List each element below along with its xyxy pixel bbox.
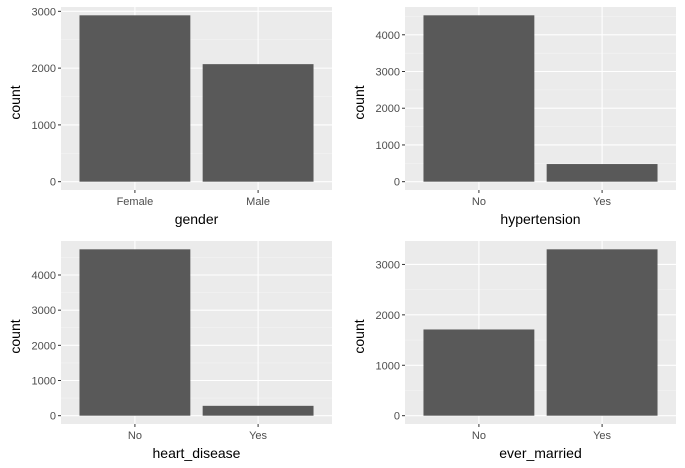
y-tick-label: 4000 [32, 270, 56, 282]
chart-panel-ever-married: 0 1000 2000 3000 No Yes ever_married count [351, 241, 676, 461]
x-axis-title: heart_disease [153, 445, 241, 461]
x-axis-title: ever_married [499, 445, 581, 461]
y-tick-label: 1000 [376, 360, 400, 372]
y-tick-label: 2000 [32, 340, 56, 352]
y-tick-label: 3000 [376, 67, 400, 79]
y-tick-label: 0 [394, 177, 400, 189]
y-axis-title: count [7, 319, 23, 353]
x-axis-title: gender [175, 211, 219, 227]
y-tick-label: 3000 [32, 6, 56, 18]
bar-gender-female [79, 15, 191, 182]
y-tick-label: 0 [50, 411, 56, 423]
bar-hypertension-yes [546, 164, 658, 182]
y-tick-label: 2000 [376, 310, 400, 322]
x-axis-title: hypertension [500, 211, 580, 227]
y-tick-label: 1000 [376, 140, 400, 152]
y-tick-label: 1000 [32, 120, 56, 132]
x-tick-label-no: No [472, 430, 486, 442]
chart-panel-gender: 0 1000 2000 3000 Female Male gender count [7, 6, 332, 227]
x-tick-label-yes: Yes [593, 196, 611, 208]
x-tick-label-yes: Yes [249, 430, 267, 442]
y-axis-title: count [351, 85, 367, 119]
y-axis-title: count [7, 85, 23, 119]
x-tick-label-yes: Yes [593, 430, 611, 442]
y-tick-label: 2000 [32, 63, 56, 75]
y-tick-label: 4000 [376, 30, 400, 42]
y-tick-label: 3000 [32, 305, 56, 317]
x-tick-label-no: No [472, 196, 486, 208]
y-tick-label: 3000 [376, 259, 400, 271]
x-tick-label-no: No [128, 430, 142, 442]
bar-gender-male [202, 64, 314, 182]
bar-ever-married-yes [546, 249, 658, 416]
y-axis-title: count [351, 319, 367, 353]
y-tick-label: 1000 [32, 376, 56, 388]
x-tick-label-male: Male [246, 196, 270, 208]
y-tick-label: 2000 [376, 103, 400, 115]
bar-hypertension-no [423, 15, 535, 182]
chart-panel-heart-disease: 0 1000 2000 3000 4000 No Yes heart_disease count [7, 241, 332, 461]
y-tick-label: 0 [50, 177, 56, 189]
chart-panel-hypertension: 0 1000 2000 3000 4000 No Yes hypertension count [351, 7, 676, 227]
bar-ever-married-no [423, 329, 535, 416]
x-tick-label-female: Female [117, 196, 154, 208]
bar-heart-disease-yes [202, 405, 314, 416]
bar-heart-disease-no [79, 249, 191, 416]
y-tick-label: 0 [394, 411, 400, 423]
